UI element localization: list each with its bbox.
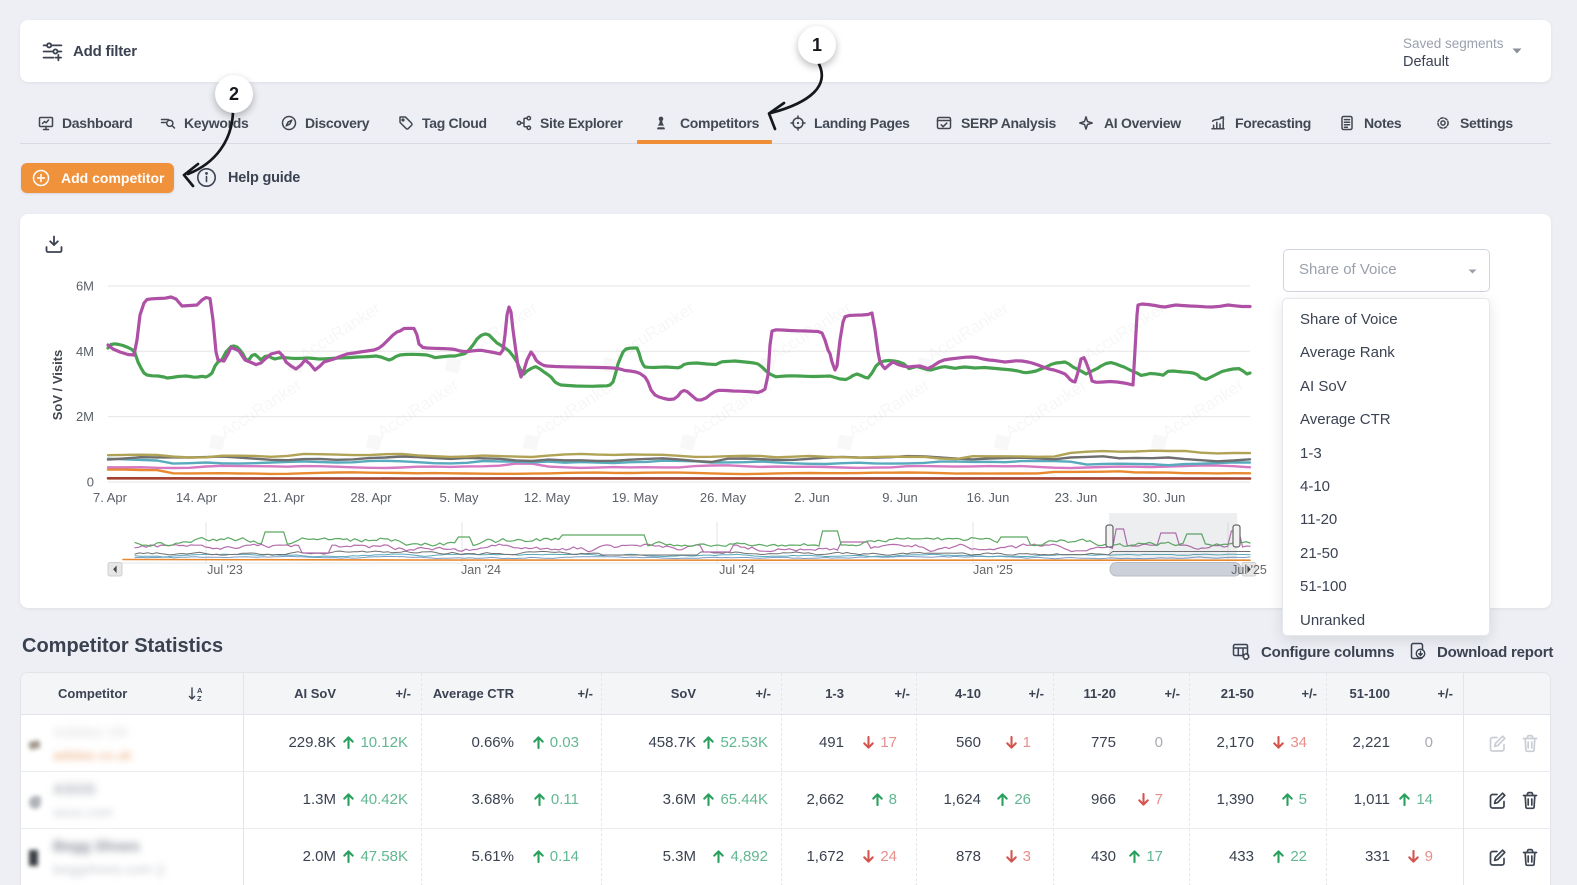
svg-text:AccuRanker: AccuRanker: [845, 375, 933, 442]
svg-text:Jul '24: Jul '24: [719, 563, 755, 577]
svg-text:A: A: [197, 686, 203, 695]
svg-text:AccuRanker: AccuRanker: [296, 298, 384, 365]
svg-text:26. May: 26. May: [700, 490, 747, 505]
svg-text:AccuRanker: AccuRanker: [1159, 375, 1247, 442]
svg-text:SoV / Visits: SoV / Visits: [50, 350, 65, 421]
svg-text:Jul '23: Jul '23: [207, 563, 243, 577]
svg-text:5. May: 5. May: [439, 490, 479, 505]
svg-text:2. Jun: 2. Jun: [794, 490, 829, 505]
svg-text:AccuRanker: AccuRanker: [1081, 298, 1169, 365]
svg-text:12. May: 12. May: [524, 490, 571, 505]
svg-text:AccuRanker: AccuRanker: [688, 375, 776, 442]
svg-text:7. Apr: 7. Apr: [93, 490, 128, 505]
svg-text:6M: 6M: [76, 279, 94, 294]
svg-text:Jul '25: Jul '25: [1231, 563, 1267, 577]
svg-text:23. Jun: 23. Jun: [1055, 490, 1098, 505]
svg-text:4M: 4M: [76, 344, 94, 359]
svg-text:2M: 2M: [76, 409, 94, 424]
svg-text:AccuRanker: AccuRanker: [374, 375, 462, 442]
svg-text:AccuRanker: AccuRanker: [924, 298, 1012, 365]
svg-text:14. Apr: 14. Apr: [176, 490, 218, 505]
svg-text:Jan '24: Jan '24: [461, 563, 501, 577]
svg-text:30. Jun: 30. Jun: [1143, 490, 1186, 505]
svg-text:28. Apr: 28. Apr: [350, 490, 392, 505]
svg-text:21. Apr: 21. Apr: [263, 490, 305, 505]
svg-text:Z: Z: [197, 694, 202, 703]
svg-text:Jan '25: Jan '25: [973, 563, 1013, 577]
svg-text:16. Jun: 16. Jun: [967, 490, 1010, 505]
svg-text:0: 0: [87, 475, 94, 490]
svg-text:AccuRanker: AccuRanker: [1002, 375, 1090, 442]
svg-text:19. May: 19. May: [612, 490, 659, 505]
svg-text:9. Jun: 9. Jun: [882, 490, 917, 505]
svg-text:AccuRanker: AccuRanker: [217, 375, 305, 442]
